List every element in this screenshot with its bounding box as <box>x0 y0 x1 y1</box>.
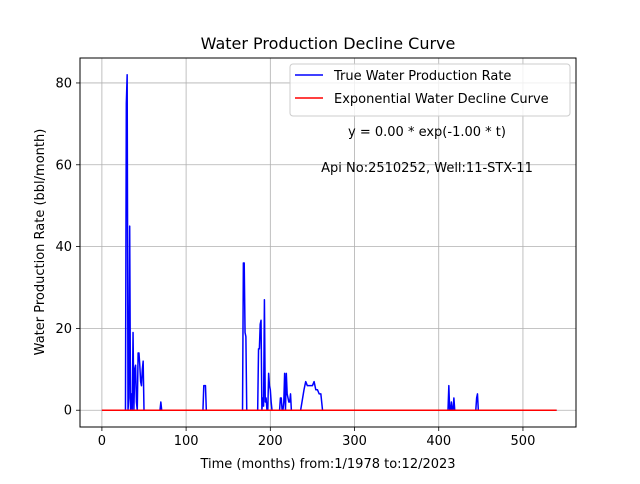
chart-title: Water Production Decline Curve <box>201 34 456 53</box>
legend-label-decline-curve: Exponential Water Decline Curve <box>334 92 549 107</box>
y-tick-label: 80 <box>55 76 72 91</box>
y-tick-label: 60 <box>55 158 72 173</box>
x-axis-label: Time (months) from:1/1978 to:12/2023 <box>199 457 455 472</box>
legend: True Water Production Rate Exponential W… <box>289 63 571 117</box>
x-axis-ticks: 0 100 200 300 400 500 <box>98 427 536 449</box>
x-tick-label: 500 <box>511 434 536 449</box>
y-tick-label: 40 <box>55 240 72 255</box>
x-tick-label: 200 <box>258 434 283 449</box>
series-layer <box>101 74 557 411</box>
x-tick-label: 300 <box>342 434 367 449</box>
equation-annotation: y = 0.00 * exp(-1.00 * t) <box>348 125 506 140</box>
axes-frame <box>79 57 577 428</box>
legend-label-true-rate: True Water Production Rate <box>333 69 511 84</box>
x-tick-label: 0 <box>98 434 106 449</box>
well-annotation: Api No:2510252, Well:11-STX-11 <box>321 161 533 176</box>
x-tick-label: 100 <box>174 434 199 449</box>
y-axis-label: Water Production Rate (bbl/month) <box>33 129 48 356</box>
x-tick-label: 400 <box>426 434 451 449</box>
y-axis-ticks: 0 20 40 60 80 <box>55 76 80 419</box>
legend-box <box>289 63 571 117</box>
y-tick-label: 20 <box>55 322 72 337</box>
y-tick-label: 0 <box>64 404 72 419</box>
